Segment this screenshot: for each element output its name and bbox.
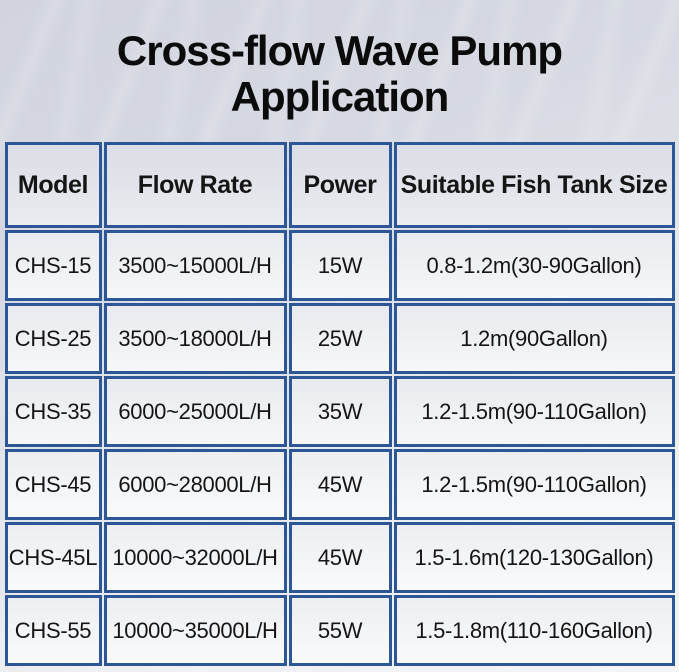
header-row: Model Flow Rate Power Suitable Fish Tank… bbox=[4, 142, 675, 229]
table-row: CHS-15 3500~15000L/H 15W 0.8-1.2m(30-90G… bbox=[4, 230, 675, 302]
model-cell: CHS-45 bbox=[4, 449, 102, 521]
model-cell: CHS-15 bbox=[4, 230, 102, 302]
power-cell: 45W bbox=[288, 522, 392, 594]
power-cell: 45W bbox=[288, 449, 392, 521]
power-cell: 15W bbox=[288, 230, 392, 302]
flow-rate-cell: 6000~28000L/H bbox=[103, 449, 287, 521]
col-header-model: Model bbox=[4, 142, 102, 229]
pump-spec-table: Model Flow Rate Power Suitable Fish Tank… bbox=[3, 140, 677, 668]
col-header-power: Power bbox=[288, 142, 392, 229]
flow-rate-cell: 10000~35000L/H bbox=[103, 595, 287, 667]
table-row: CHS-45L 10000~32000L/H 45W 1.5-1.6m(120-… bbox=[4, 522, 675, 594]
model-cell: CHS-35 bbox=[4, 376, 102, 448]
flow-rate-cell: 3500~18000L/H bbox=[103, 303, 287, 375]
table-row: CHS-35 6000~25000L/H 35W 1.2-1.5m(90-110… bbox=[4, 376, 675, 448]
model-cell: CHS-55 bbox=[4, 595, 102, 667]
power-cell: 35W bbox=[288, 376, 392, 448]
tank-size-cell: 1.2-1.5m(90-110Gallon) bbox=[393, 376, 675, 448]
flow-rate-cell: 3500~15000L/H bbox=[103, 230, 287, 302]
table-row: CHS-55 10000~35000L/H 55W 1.5-1.8m(110-1… bbox=[4, 595, 675, 667]
table-row: CHS-45 6000~28000L/H 45W 1.2-1.5m(90-110… bbox=[4, 449, 675, 521]
col-header-flow-rate: Flow Rate bbox=[103, 142, 287, 229]
flow-rate-cell: 10000~32000L/H bbox=[103, 522, 287, 594]
page-title: Cross-flow Wave Pump Application bbox=[116, 27, 563, 121]
table-row: CHS-25 3500~18000L/H 25W 1.2m(90Gallon) bbox=[4, 303, 675, 375]
model-cell: CHS-45L bbox=[4, 522, 102, 594]
tank-size-cell: 1.2m(90Gallon) bbox=[393, 303, 675, 375]
tank-size-cell: 1.2-1.5m(90-110Gallon) bbox=[393, 449, 675, 521]
tank-size-cell: 0.8-1.2m(30-90Gallon) bbox=[393, 230, 675, 302]
col-header-tank-size: Suitable Fish Tank Size bbox=[393, 142, 675, 229]
flow-rate-cell: 6000~25000L/H bbox=[103, 376, 287, 448]
tank-size-cell: 1.5-1.6m(120-130Gallon) bbox=[393, 522, 675, 594]
tank-size-cell: 1.5-1.8m(110-160Gallon) bbox=[393, 595, 675, 667]
power-cell: 25W bbox=[288, 303, 392, 375]
model-cell: CHS-25 bbox=[4, 303, 102, 375]
power-cell: 55W bbox=[288, 595, 392, 667]
